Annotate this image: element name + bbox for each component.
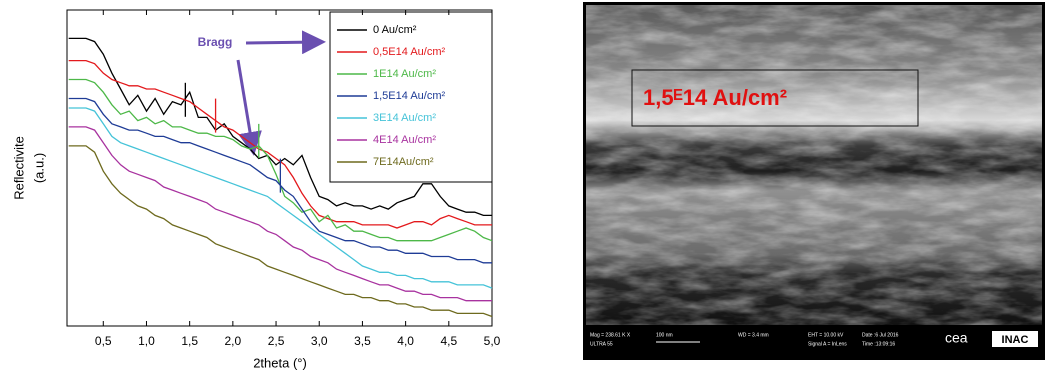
info-bar (586, 326, 1042, 356)
series-line (68, 145, 493, 318)
label-box (631, 69, 919, 127)
info-text: Signal A = InLens (808, 341, 847, 347)
info-text: EHT = 10.00 kV (808, 332, 844, 338)
annotation: Bragg (198, 35, 233, 49)
x-tick-label: 0,5 (95, 334, 112, 348)
x-tick-label: 3,0 (311, 334, 328, 348)
logo-box (992, 331, 1038, 347)
sem-image: 1,5ᴱ14 Au/cm² Mag = 238.61 K X 100 nm WD… (583, 2, 1045, 360)
annotation-arrow (236, 59, 262, 156)
x-tick-label: 5,0 (484, 334, 501, 348)
logo: INAC (1002, 334, 1029, 346)
info-text: WD = 3.4 mm (738, 332, 769, 338)
legend-box (329, 11, 493, 183)
legend-label: 1,5E14 Au/cm² (373, 90, 445, 102)
legend-label: 1E14 Au/cm² (373, 68, 436, 80)
x-axis-label: 2theta (°) (253, 355, 307, 370)
info-texts: Mag = 238.61 K X 100 nm WD = 3.4 mm EHT … (590, 332, 899, 347)
legend-label: 0 Au/cm² (373, 24, 417, 36)
y-axis-label: (a.u.) (31, 153, 46, 183)
y-axis-label: Reflectivite (11, 136, 26, 200)
image-label: 1,5ᴱ14 Au/cm² (643, 85, 787, 110)
x-tick-label: 1,5 (181, 334, 198, 348)
x-tick-label: 4,5 (440, 334, 457, 348)
x-tick-label: 3,5 (354, 334, 371, 348)
info-text: Date :6 Jul 2016 (862, 332, 899, 338)
legend-label: 3E14 Au/cm² (373, 112, 436, 124)
info-text: Time :13:09:16 (862, 341, 895, 347)
x-tick-label: 2,0 (225, 334, 242, 348)
legend-label: 4E14 Au/cm² (373, 134, 436, 146)
micrograph-texture (586, 5, 1042, 325)
x-tick-label: 2,5 (268, 334, 285, 348)
x-tick-label: 1,0 (138, 334, 155, 348)
legend-label: 0,5E14 Au/cm² (373, 46, 445, 58)
legend-label: 7E14Au/cm² (373, 156, 434, 168)
info-text: Mag = 238.61 K X (590, 332, 631, 338)
info-text: 100 nm (656, 332, 673, 338)
info-text: ULTRA 55 (590, 341, 613, 347)
logo: cea (945, 330, 968, 346)
chart: Reflectivite (a.u.) 2theta (°) Bragg 0,5… (11, 9, 501, 370)
series-line (68, 126, 492, 302)
annotation-arrow (245, 30, 326, 55)
series-line (68, 107, 493, 289)
x-tick-label: 4,0 (397, 334, 414, 348)
